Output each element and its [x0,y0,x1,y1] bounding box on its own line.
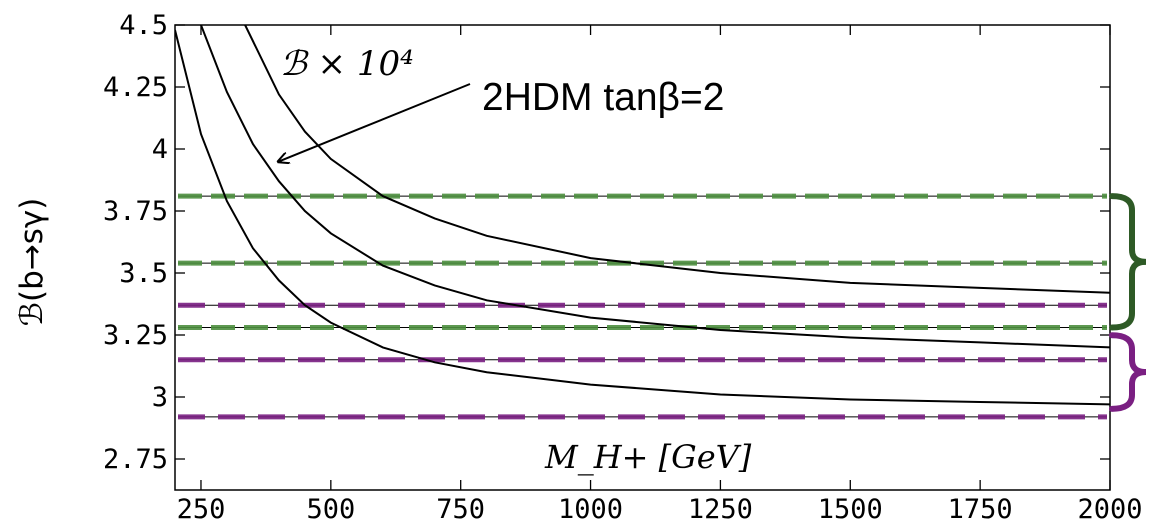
ticks: 250 500 750 1000 1250 1500 1750 2000 2.75 3 3.25 3.… [103,10,1143,525]
x-axis-inner-label: M_H+ [GeV] [544,438,752,476]
plot-frame [174,24,1111,491]
scale-label: ℬ × 10⁴ [280,44,414,84]
x-tick-label: 1250 [688,494,753,525]
y-tick-label: 4 [152,134,168,165]
x-tick-label: 1500 [818,494,883,525]
model-annotation: 2HDM tanβ=2 [482,76,724,119]
x-tick-label: 750 [436,494,485,525]
annotation-arrow [279,83,471,161]
x-tick-label: 250 [177,494,226,525]
y-tick-label: 3.5 [119,258,168,289]
curve-2 [200,25,1110,349]
braces [1109,193,1147,412]
curve-1 [175,29,1110,406]
bands [178,193,1107,420]
y-tick-label: 3.25 [103,320,168,351]
x-tick-label: 1750 [948,494,1013,525]
curves [175,25,1110,406]
curve-3 [244,25,1110,294]
y-tick-label: 3.75 [103,196,168,227]
x-tick-label: 1000 [558,494,623,525]
x-tick-label: 500 [306,494,355,525]
y-tick-label: 2.75 [103,444,168,475]
y-axis-label: ℬ(b→sγ) [14,198,50,327]
y-tick-label: 3 [152,382,168,413]
y-tick-label: 4.5 [119,10,168,41]
green-band-brace [1109,193,1147,331]
purple-band-brace [1109,332,1147,412]
x-tick-label: 2000 [1077,494,1142,525]
y-tick-label: 4.25 [103,72,168,103]
